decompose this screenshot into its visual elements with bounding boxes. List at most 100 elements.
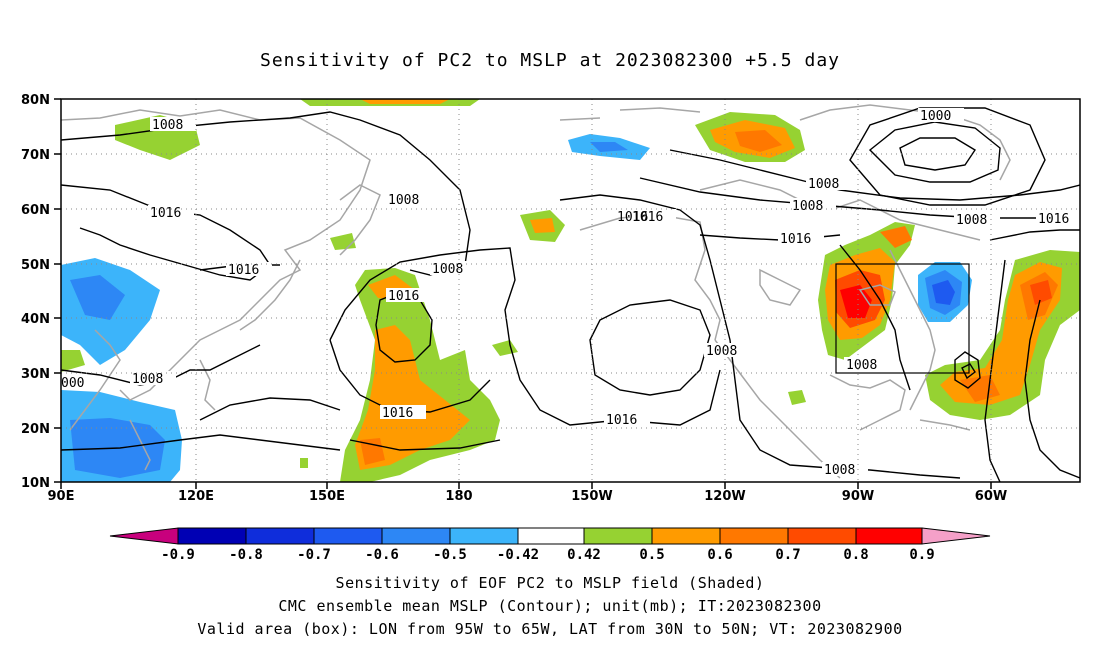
contour-label: 1008 (706, 344, 737, 359)
shade-pos-pacific-dark (360, 438, 385, 465)
latitude-labels: 80N 70N 60N 50N 40N 30N 20N 10N (21, 93, 50, 491)
lon-label: 150E (309, 489, 345, 504)
contour-label: 1016 (228, 263, 259, 278)
plot-title: Sensitivity of PC2 to MSLP at 2023082300… (259, 50, 840, 71)
colorbar-label: -0.8 (229, 547, 263, 563)
colorbar-swatch (787, 527, 857, 545)
contour-label: 1008 (132, 372, 163, 387)
contour-1008-south (61, 434, 341, 451)
colorbar-label: -0.6 (365, 547, 399, 563)
coast-namerica-west (714, 339, 841, 479)
contour-1008-us (839, 244, 911, 391)
shade-pos-namerica-red-2 (840, 285, 872, 318)
coast-gulf (829, 374, 906, 431)
contour-1008-greenland-b (639, 177, 1080, 219)
contour-1008-lower (199, 397, 341, 421)
colorbar-swatch (517, 527, 585, 545)
lat-label: 80N (21, 93, 50, 108)
lon-label: 150W (571, 489, 612, 504)
coast-hudson (759, 268, 802, 306)
colorbar-label: 0.42 (567, 547, 601, 563)
lat-label: 60N (21, 203, 50, 218)
lat-label: 20N (21, 422, 50, 437)
coast-caribbean (919, 419, 971, 431)
shade-neg-asia-north-inner (70, 275, 125, 320)
colorbar-label: -0.42 (497, 547, 539, 563)
colorbar-label: 0.6 (707, 547, 732, 563)
lat-label: 70N (21, 148, 50, 163)
colorbar-left-arrow (109, 527, 179, 545)
colorbar (109, 527, 991, 545)
coast-arctic-islands (559, 107, 701, 121)
contour-1000-inner (899, 137, 976, 171)
colorbar-labels: -0.9 -0.8 -0.7 -0.6 -0.5 -0.42 0.42 0.5 … (161, 547, 935, 563)
axis-ticks (54, 98, 992, 489)
coast-alaska (579, 214, 721, 341)
contour-1008-atlantic-big (984, 259, 1006, 482)
contour-1008-asia (61, 344, 261, 386)
shade-pos-pacific-orange (355, 325, 470, 470)
lon-label: 90W (842, 489, 874, 504)
contour-label: 1016 (780, 232, 811, 247)
shade-pos-namerica-top (880, 226, 912, 248)
colorbar-swatch (719, 527, 789, 545)
lat-label: 50N (21, 258, 50, 273)
contour-label: 1008 (956, 213, 987, 228)
contour-label: 1016 (1038, 212, 1069, 227)
colorbar-swatch (381, 527, 451, 545)
contour-label: 1008 (792, 199, 823, 214)
colorbar-label: 0.8 (843, 547, 868, 563)
coast-asia-north (61, 109, 371, 401)
contour-1008-atlantic-loop-inner (961, 363, 976, 380)
colorbar-label: 0.5 (639, 547, 664, 563)
contour-label: 1016 (617, 210, 648, 225)
shade-pos-greenland-dark (735, 130, 782, 152)
shade-pos-tiny-1 (788, 390, 806, 405)
caption-line-1: Sensitivity of EOF PC2 to MSLP field (Sh… (335, 574, 765, 592)
contour-label: 1016 (606, 413, 637, 428)
coast-indochina (129, 419, 151, 471)
contour-label: 1016 (382, 406, 413, 421)
contour-1016-east-pac (589, 299, 711, 396)
contour-labels: 1008 1016 1016 1008 1016 1008 1016 1016 … (61, 108, 1080, 478)
lon-label: 90E (48, 489, 75, 504)
contour-1008-atlantic-loop (954, 351, 981, 389)
contour-label: 1008 (388, 193, 419, 208)
shade-pos-atlantic-red (1030, 280, 1052, 305)
shade-pos-pacific-small (492, 340, 518, 356)
contour-label: 1000 (920, 109, 951, 124)
contour-1008-bottom (349, 439, 501, 451)
lon-label: 180 (445, 489, 472, 504)
contour-1000-greenland (868, 121, 1001, 183)
contour-1000-outer (849, 107, 1046, 206)
contour-label: 1008 (152, 118, 183, 133)
contour-label: 1008 (432, 262, 463, 277)
colorbar-swatch (449, 527, 519, 545)
contour-1016-atlantic (989, 229, 1080, 241)
shade-pos-arctic-orange (360, 99, 450, 104)
contour-label: 1016 (388, 289, 419, 304)
colorbar-right-arrow (921, 527, 991, 545)
valid-area-box (835, 263, 970, 374)
colorbar-swatch (583, 527, 653, 545)
map-frame (60, 98, 1081, 483)
coast-sea-asia (69, 329, 121, 431)
lat-label: 30N (21, 367, 50, 382)
coast-greenland (799, 104, 1011, 181)
contour-label: 1008 (824, 463, 855, 478)
colorbar-swatch (177, 527, 247, 545)
lon-label: 120W (704, 489, 745, 504)
shade-neg-arctic-inner (590, 142, 628, 152)
lat-label: 40N (21, 312, 50, 327)
coast-japan (239, 259, 301, 331)
colorbar-label: -0.5 (433, 547, 467, 563)
colorbar-swatch (245, 527, 315, 545)
colorbar-swatch (313, 527, 383, 545)
shade-pos-small-1 (330, 233, 356, 250)
colorbar-label: -0.7 (297, 547, 331, 563)
coast-greatlakes (858, 284, 896, 306)
lon-label: 60W (975, 489, 1007, 504)
coast-kamchatka (339, 184, 381, 256)
coast-east-us (889, 249, 936, 411)
